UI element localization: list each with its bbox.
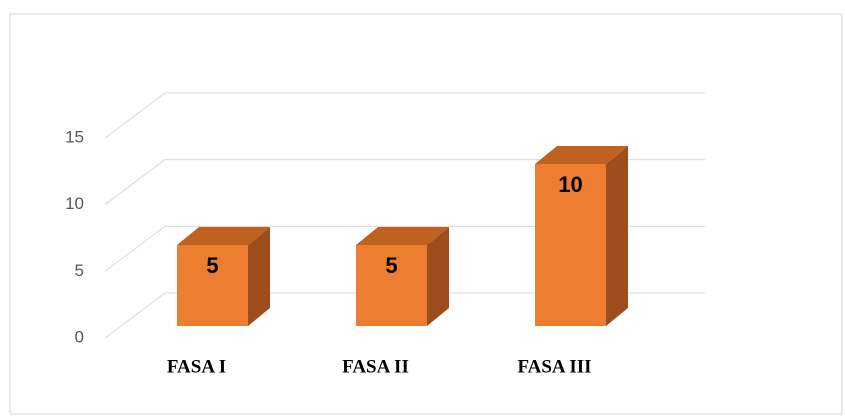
y-tick-label: 5	[75, 261, 84, 280]
x-tick-label: FASA II	[342, 356, 409, 377]
bar	[177, 245, 248, 326]
y-tick-label: 0	[75, 327, 84, 346]
bar-side	[248, 227, 270, 326]
x-tick-label: FASA III	[517, 356, 591, 377]
y-tick-label: 15	[65, 127, 84, 146]
value-label: 5	[206, 253, 218, 278]
value-label: 10	[558, 172, 582, 197]
x-tick-label: FASA I	[167, 356, 226, 377]
grid-line	[104, 225, 166, 272]
y-tick-label: 10	[65, 194, 84, 213]
bar	[535, 164, 606, 326]
grid-line	[104, 159, 166, 206]
grid-line	[104, 92, 166, 139]
value-label: 5	[385, 253, 397, 278]
bar-top	[177, 227, 270, 245]
bar-side	[427, 227, 449, 326]
bar-side	[606, 146, 628, 326]
bar-top	[535, 146, 628, 164]
chart-border	[9, 13, 843, 415]
bar-top	[356, 227, 449, 245]
bar	[356, 245, 427, 326]
grid-line	[104, 292, 166, 339]
